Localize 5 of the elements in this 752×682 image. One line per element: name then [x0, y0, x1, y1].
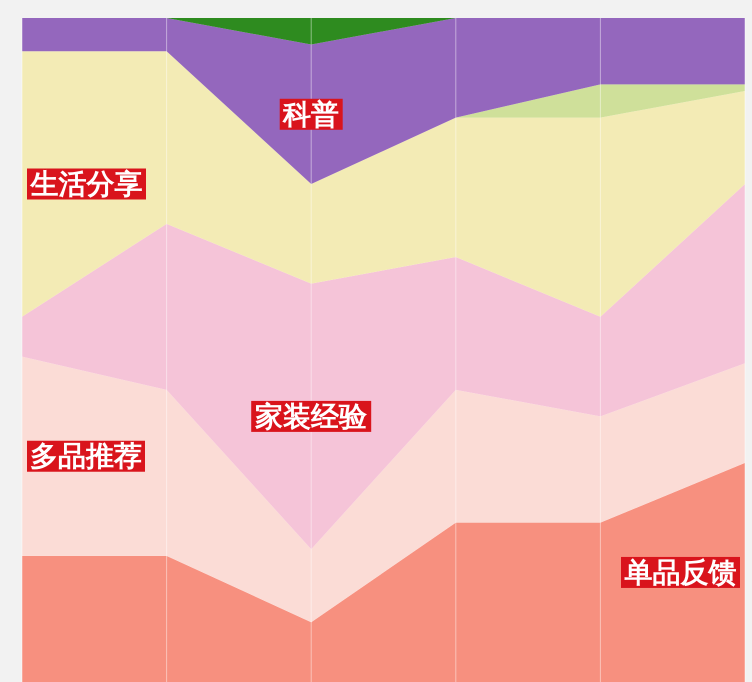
series-label: 科普 — [282, 98, 340, 130]
series-label: 单品反馈 — [624, 556, 736, 588]
series-label: 多品推荐 — [30, 440, 142, 472]
series-label: 生活分享 — [30, 168, 142, 200]
series-label: 家装经验 — [254, 400, 368, 432]
